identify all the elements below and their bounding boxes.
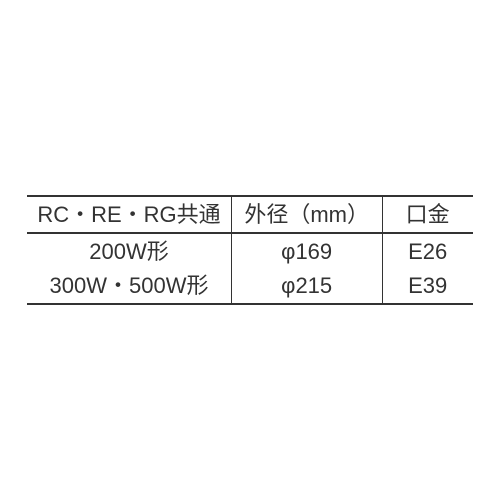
col-header-base: 口金: [382, 196, 473, 233]
table-row: 300W・500W形 φ215 E39: [27, 268, 472, 304]
cell-base: E39: [382, 268, 473, 304]
cell-diameter: φ169: [231, 233, 382, 269]
spec-table: RC・RE・RG共通 外径（mm） 口金 200W形 φ169 E26 300W…: [27, 195, 472, 305]
col-header-diameter: 外径（mm）: [231, 196, 382, 233]
col-header-model: RC・RE・RG共通: [27, 196, 231, 233]
cell-model: 200W形: [27, 233, 231, 269]
cell-base: E26: [382, 233, 473, 269]
table-header-row: RC・RE・RG共通 外径（mm） 口金: [27, 196, 472, 233]
table-row: 200W形 φ169 E26: [27, 233, 472, 269]
cell-diameter: φ215: [231, 268, 382, 304]
cell-model: 300W・500W形: [27, 268, 231, 304]
table-container: RC・RE・RG共通 外径（mm） 口金 200W形 φ169 E26 300W…: [0, 0, 500, 500]
